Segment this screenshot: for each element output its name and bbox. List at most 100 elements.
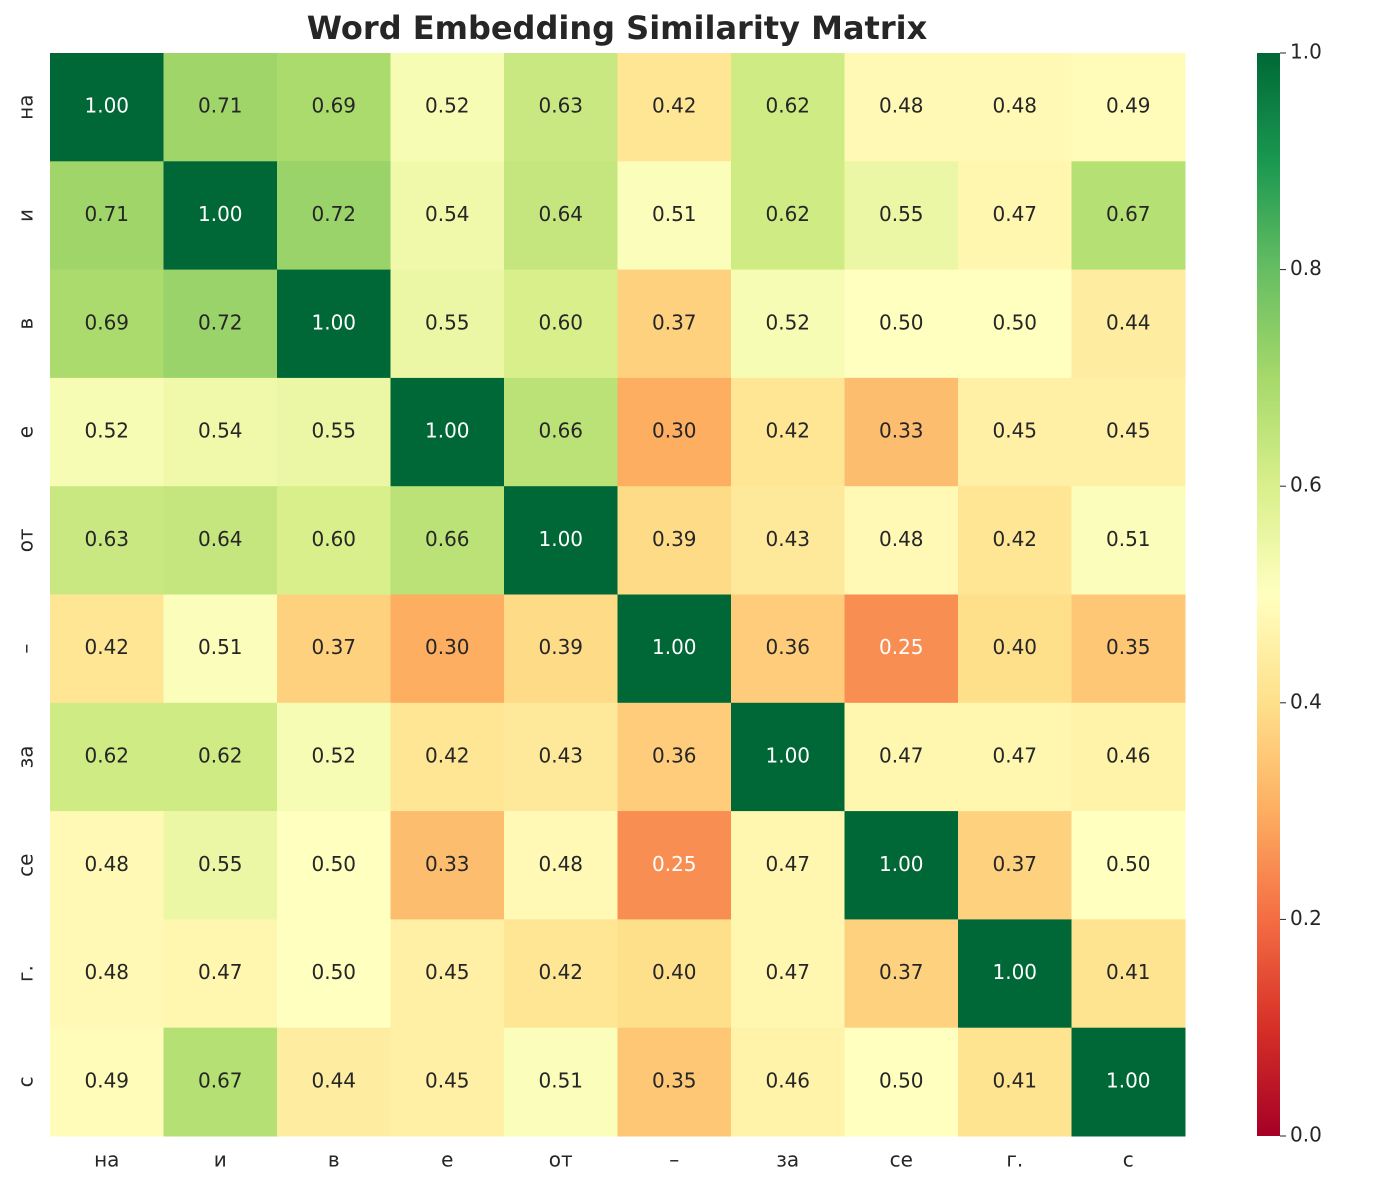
heatmap-cell bbox=[163, 919, 278, 1029]
heatmap-cell bbox=[390, 919, 505, 1029]
x-tick-label: за bbox=[776, 1148, 799, 1172]
y-tick-label: се bbox=[14, 854, 38, 877]
cell-label: 0.43 bbox=[765, 527, 810, 551]
cell-label: 0.54 bbox=[198, 419, 243, 443]
cell-label: 0.48 bbox=[879, 94, 924, 118]
cell-label: 0.41 bbox=[1106, 960, 1151, 984]
heatmap-cell bbox=[277, 811, 391, 920]
cell-label: 0.40 bbox=[652, 960, 697, 984]
heatmap-cell bbox=[390, 594, 505, 704]
cell-label: 0.30 bbox=[425, 635, 470, 659]
cell-label: 0.51 bbox=[652, 202, 697, 226]
cell-label: 0.62 bbox=[765, 202, 810, 226]
x-tick-label: от bbox=[549, 1148, 573, 1172]
colorbar-tick-label: 0.2 bbox=[1290, 906, 1322, 930]
cell-label: 0.62 bbox=[765, 94, 810, 118]
cell-label: 0.51 bbox=[198, 635, 243, 659]
heatmap-cell bbox=[163, 486, 278, 595]
heatmap-cell bbox=[958, 811, 1072, 920]
heatmap-cell bbox=[731, 53, 845, 162]
heatmap-cell bbox=[731, 269, 845, 379]
y-tick-label: в bbox=[14, 318, 38, 330]
cell-label: 0.39 bbox=[538, 635, 583, 659]
cell-label: 0.60 bbox=[538, 310, 583, 334]
cell-label: 0.40 bbox=[992, 635, 1037, 659]
cell-label: 1.00 bbox=[765, 743, 810, 767]
heatmap-cell bbox=[1071, 269, 1186, 379]
cell-label: 0.48 bbox=[84, 960, 129, 984]
cell-label: 0.55 bbox=[879, 202, 924, 226]
cell-label: 1.00 bbox=[425, 419, 470, 443]
cell-label: 0.52 bbox=[765, 310, 810, 334]
heatmap-cell bbox=[163, 161, 278, 271]
y-tick-label: с bbox=[14, 1076, 38, 1087]
colorbar-tick-label: 0.4 bbox=[1290, 689, 1322, 713]
cell-label: 0.52 bbox=[425, 94, 470, 118]
heatmap-cell bbox=[504, 269, 618, 379]
heatmap-cell bbox=[390, 486, 505, 595]
x-tick-label: г. bbox=[1006, 1148, 1023, 1172]
heatmap-cell bbox=[504, 486, 618, 595]
heatmap-cell bbox=[163, 53, 278, 162]
y-tick-label: г. bbox=[14, 965, 38, 982]
cell-label: 0.63 bbox=[84, 527, 129, 551]
heatmap-cell bbox=[163, 377, 278, 487]
heatmap-cell bbox=[390, 161, 505, 271]
heatmap-cell bbox=[50, 377, 164, 487]
cell-label: 0.55 bbox=[198, 852, 243, 876]
heatmap-cell bbox=[617, 811, 732, 920]
cell-label: 1.00 bbox=[879, 852, 924, 876]
heatmap-cell bbox=[844, 161, 959, 271]
heatmap-cell bbox=[731, 811, 845, 920]
cell-label: 0.36 bbox=[652, 743, 697, 767]
heatmap-cell bbox=[617, 919, 732, 1029]
cell-label: 0.35 bbox=[1106, 635, 1151, 659]
cell-label: 0.42 bbox=[538, 960, 583, 984]
heatmap-cell bbox=[1071, 1027, 1186, 1137]
cell-label: 0.47 bbox=[198, 960, 243, 984]
y-tick-label: за bbox=[14, 746, 38, 769]
cell-label: 0.55 bbox=[425, 310, 470, 334]
cell-label: 0.37 bbox=[992, 852, 1037, 876]
heatmap-cell bbox=[844, 1027, 959, 1137]
heatmap-cell bbox=[617, 161, 732, 271]
heatmap-cell bbox=[390, 269, 505, 379]
heatmap-cell bbox=[504, 594, 618, 704]
heatmap-cell bbox=[958, 269, 1072, 379]
heatmap-cell bbox=[50, 811, 164, 920]
cell-label: 0.41 bbox=[992, 1068, 1037, 1092]
y-tick-label: и bbox=[14, 209, 38, 222]
x-tick-label: е bbox=[441, 1148, 453, 1172]
cell-label: 0.30 bbox=[652, 419, 697, 443]
cell-label: 0.69 bbox=[311, 94, 356, 118]
cell-label: 0.67 bbox=[198, 1068, 243, 1092]
cell-label: 0.72 bbox=[311, 202, 356, 226]
cell-label: 0.50 bbox=[311, 852, 356, 876]
cell-label: 0.42 bbox=[425, 743, 470, 767]
cell-label: 0.50 bbox=[1106, 852, 1151, 876]
heatmap-cell bbox=[731, 1027, 845, 1137]
cell-label: 1.00 bbox=[652, 635, 697, 659]
heatmap-cell bbox=[958, 377, 1072, 487]
cell-label: 0.67 bbox=[1106, 202, 1151, 226]
y-tick-label: на bbox=[14, 94, 38, 119]
cell-label: 0.35 bbox=[652, 1068, 697, 1092]
cell-label: 0.62 bbox=[198, 743, 243, 767]
cell-label: 0.43 bbox=[538, 743, 583, 767]
heatmap-cell bbox=[731, 377, 845, 487]
colorbar-tick-label: 0.0 bbox=[1290, 1123, 1322, 1147]
heatmap-cell bbox=[50, 269, 164, 379]
y-tick-label: от bbox=[14, 528, 38, 552]
heatmap-cell bbox=[1071, 594, 1186, 704]
heatmap-cell bbox=[504, 53, 618, 162]
heatmap-cell bbox=[617, 377, 732, 487]
cell-label: 0.45 bbox=[992, 419, 1037, 443]
heatmap-cell bbox=[504, 811, 618, 920]
cell-label: 0.66 bbox=[425, 527, 470, 551]
heatmap-cell bbox=[163, 594, 278, 704]
cell-label: 0.72 bbox=[198, 310, 243, 334]
cell-label: 0.48 bbox=[538, 852, 583, 876]
colorbar-tick-label: 0.6 bbox=[1290, 473, 1322, 497]
chart-title: Word Embedding Similarity Matrix bbox=[307, 9, 928, 47]
x-tick-label: – bbox=[669, 1148, 679, 1172]
